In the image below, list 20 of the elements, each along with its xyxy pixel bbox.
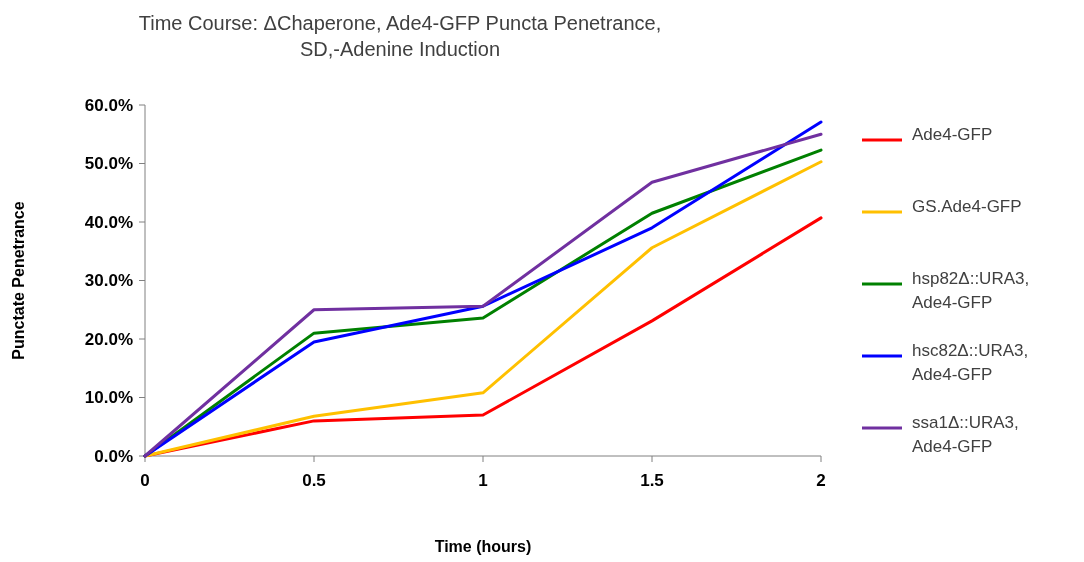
x-tick-label: 1.5 (640, 471, 664, 490)
y-tick-label: 0.0% (94, 446, 133, 466)
x-axis-title: Time (hours) (434, 538, 532, 555)
y-tick-label: 30.0% (84, 271, 133, 291)
y-tick-label: 40.0% (84, 212, 133, 232)
legend-label: hsc82Δ::URA3, Ade4-GFP (912, 341, 1029, 384)
legend-label: hsp82Δ::URA3, Ade4-GFP (912, 269, 1030, 312)
legend-label: GS.Ade4-GFP (912, 197, 1022, 216)
y-tick-label: 10.0% (84, 388, 133, 408)
x-tick-label: 0 (140, 471, 150, 490)
x-tick-label: 0.5 (302, 471, 326, 490)
y-tick-label: 60.0% (84, 95, 133, 115)
x-tick-label: 2 (816, 471, 826, 490)
x-tick-label: 1 (478, 471, 488, 490)
legend-label: ssa1Δ::URA3, Ade4-GFP (912, 413, 1019, 456)
y-tick-label: 20.0% (84, 329, 133, 349)
legend-label: Ade4-GFP (912, 125, 993, 144)
chart-title: Time Course: ΔChaperone, Ade4-GFP Puncta Penetrance, SD,-Adenine Induction (138, 12, 662, 60)
y-tick-label: 50.0% (84, 154, 133, 174)
y-axis-title: Punctate Penetrance (10, 201, 27, 360)
